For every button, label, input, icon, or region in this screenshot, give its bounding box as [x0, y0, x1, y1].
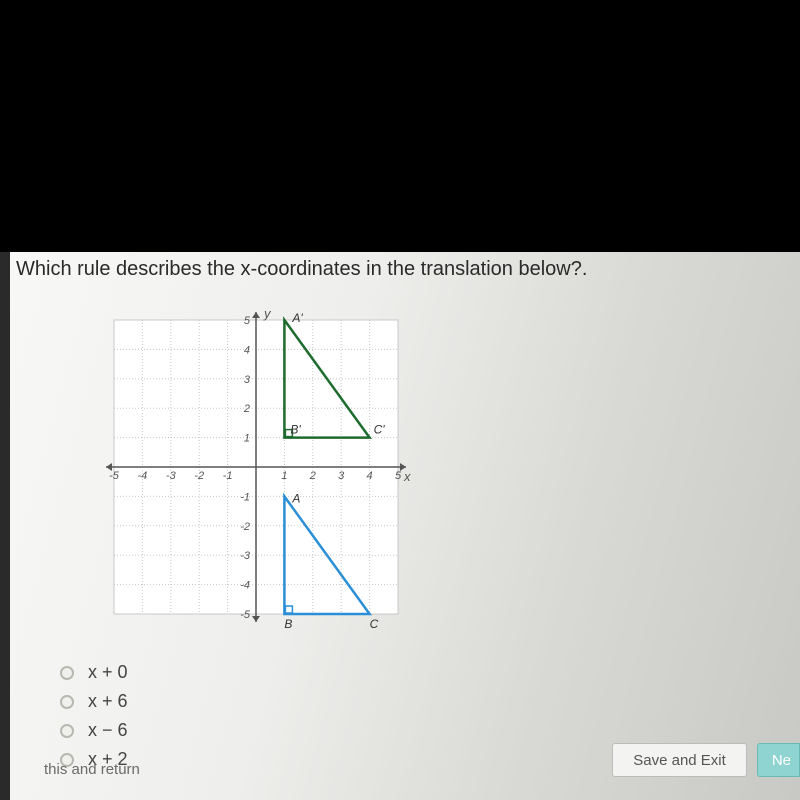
save-exit-button[interactable]: Save and Exit — [612, 743, 747, 777]
radio-icon[interactable] — [60, 666, 74, 680]
svg-text:4: 4 — [244, 344, 250, 356]
svg-text:-2: -2 — [240, 521, 250, 533]
answer-option[interactable]: x − 6 — [60, 720, 128, 741]
svg-text:-2: -2 — [194, 470, 204, 482]
answer-label: x + 0 — [88, 662, 128, 683]
answer-label: x − 6 — [88, 720, 128, 741]
footer-hint: this and return — [44, 761, 140, 778]
svg-text:-3: -3 — [240, 550, 251, 562]
svg-text:-1: -1 — [223, 470, 233, 482]
svg-text:-1: -1 — [240, 491, 250, 503]
question-text: Which rule describes the x-coordinates i… — [16, 258, 587, 281]
svg-text:-4: -4 — [138, 470, 148, 482]
svg-text:4: 4 — [367, 470, 373, 482]
svg-text:B: B — [284, 617, 292, 631]
svg-text:3: 3 — [244, 374, 251, 386]
svg-text:1: 1 — [244, 433, 250, 445]
next-button[interactable]: Ne — [757, 743, 800, 777]
svg-text:-5: -5 — [109, 470, 120, 482]
screen-bezel — [0, 252, 10, 800]
svg-text:-3: -3 — [166, 470, 177, 482]
svg-text:C': C' — [374, 423, 386, 437]
answer-option[interactable]: x + 6 — [60, 691, 128, 712]
svg-text:C: C — [370, 617, 379, 631]
svg-text:A: A — [291, 491, 300, 505]
svg-text:x: x — [403, 469, 411, 484]
svg-text:2: 2 — [309, 470, 316, 482]
radio-icon[interactable] — [60, 724, 74, 738]
svg-text:3: 3 — [338, 470, 345, 482]
radio-icon[interactable] — [60, 695, 74, 709]
svg-text:y: y — [263, 306, 272, 321]
svg-text:-4: -4 — [240, 580, 250, 592]
footer-bar: this and return Save and Exit Ne — [12, 742, 800, 778]
svg-text:5: 5 — [395, 470, 402, 482]
svg-text:2: 2 — [243, 403, 250, 415]
svg-text:B': B' — [290, 423, 301, 437]
answer-label: x + 6 — [88, 691, 128, 712]
svg-text:A': A' — [291, 311, 303, 325]
svg-text:5: 5 — [244, 315, 251, 327]
answer-option[interactable]: x + 0 — [60, 662, 128, 683]
svg-text:-5: -5 — [240, 609, 251, 621]
chart-svg: -5-4-3-2-112345-5-4-3-2-112345xyA'B'C'AB… — [96, 302, 416, 632]
quiz-screen: Which rule describes the x-coordinates i… — [0, 252, 800, 800]
coordinate-chart: -5-4-3-2-112345-5-4-3-2-112345xyA'B'C'AB… — [96, 302, 416, 642]
svg-text:1: 1 — [281, 470, 287, 482]
